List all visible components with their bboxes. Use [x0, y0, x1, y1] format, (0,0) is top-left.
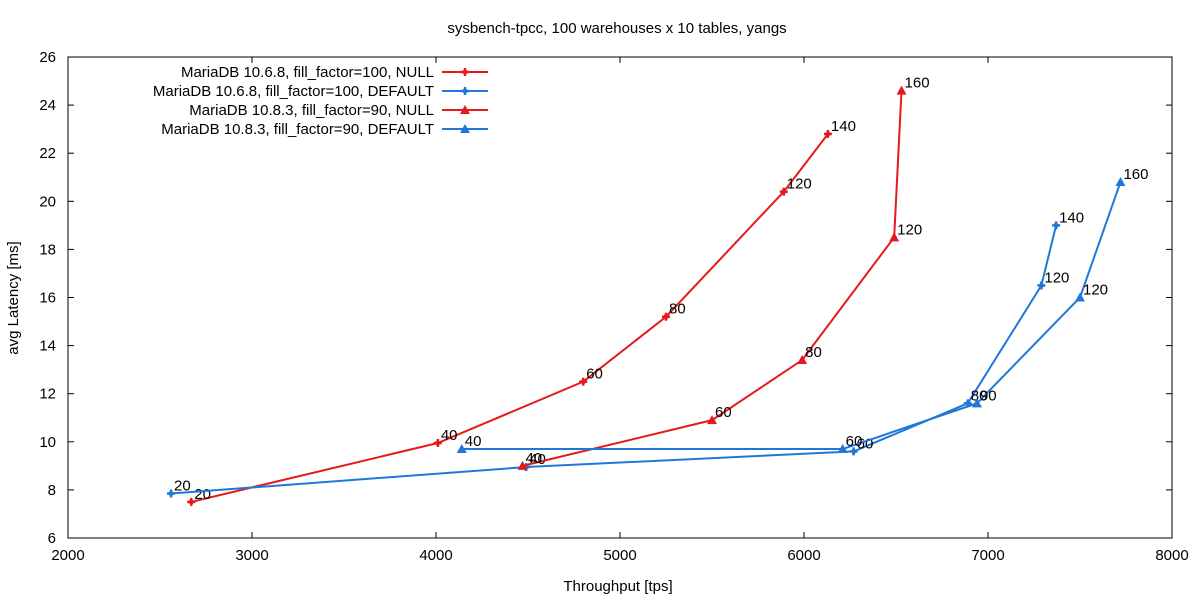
series-layer: 20 40 60 80 120 140 20 40 60 80 120 140 40 60 80 120 160… [167, 75, 1149, 506]
data-point [1075, 292, 1085, 302]
data-point [460, 124, 470, 133]
point-label: 40 [441, 427, 458, 444]
series-line [191, 133, 829, 503]
point-label: 120 [1044, 269, 1069, 286]
data-point [461, 68, 469, 76]
x-tick-label: 8000 [1155, 547, 1188, 564]
point-label: 60 [586, 366, 603, 383]
data-point [167, 489, 176, 498]
data-point [460, 105, 470, 114]
data-point [889, 232, 900, 242]
point-label: 60 [846, 433, 863, 450]
legend-label: MariaDB 10.8.3, fill_factor=90, NULL [189, 102, 434, 119]
point-label: 160 [1123, 166, 1148, 183]
series-2: 20 40 60 80 120 140 [167, 209, 1084, 498]
y-tick-label: 14 [39, 338, 56, 355]
data-point [837, 444, 848, 454]
y-tick-label: 18 [39, 241, 56, 258]
x-tick-label: 7000 [971, 547, 1004, 564]
legend-entry: MariaDB 10.8.3, fill_factor=90, DEFAULT [161, 121, 488, 138]
y-tick-label: 20 [39, 193, 56, 210]
x-tick-label: 3000 [235, 547, 268, 564]
point-label: 120 [787, 176, 812, 193]
legend: MariaDB 10.6.8, fill_factor=100, NULL Mar… [153, 64, 488, 138]
data-point [579, 377, 588, 386]
data-point [433, 439, 442, 448]
series-4: 40 60 90 120 160 [456, 166, 1149, 454]
point-label: 80 [669, 301, 686, 318]
series-1: 20 40 60 80 120 140 [187, 118, 856, 506]
point-label: 20 [174, 478, 191, 495]
data-point [971, 398, 982, 408]
series-line [170, 225, 1058, 495]
point-label: 20 [194, 486, 211, 503]
point-label: 60 [715, 404, 732, 421]
y-tick-label: 16 [39, 290, 56, 307]
data-point [456, 444, 467, 454]
point-label: 40 [465, 433, 482, 450]
legend-label: MariaDB 10.6.8, fill_factor=100, NULL [181, 64, 434, 81]
x-tick-label: 6000 [787, 547, 820, 564]
y-axis-title: avg Latency [ms] [5, 241, 22, 354]
data-point [823, 129, 832, 138]
y-tick-label: 10 [39, 434, 56, 451]
data-point [517, 460, 528, 470]
chart-title: sysbench-tpcc, 100 warehouses x 10 table… [447, 20, 786, 37]
data-point [461, 87, 469, 95]
y-tick-label: 8 [48, 482, 56, 499]
series-3: 40 60 80 120 160 [517, 75, 930, 470]
x-tick-label: 4000 [419, 547, 452, 564]
legend-label: MariaDB 10.8.3, fill_factor=90, DEFAULT [161, 121, 434, 138]
point-label: 90 [980, 387, 997, 404]
data-point [896, 85, 907, 95]
axis-ticks: 2000 3000 4000 5000 6000 7000 8000 6 8 10 12 14 16 18… [39, 49, 1188, 564]
data-point [797, 355, 808, 365]
data-point [849, 447, 858, 456]
point-label: 40 [525, 450, 542, 467]
data-point [1115, 177, 1126, 187]
point-label: 80 [805, 344, 822, 361]
point-label: 140 [1059, 209, 1084, 226]
data-point [779, 187, 788, 196]
y-tick-label: 12 [39, 386, 56, 403]
legend-entry: MariaDB 10.8.3, fill_factor=90, NULL [189, 102, 488, 119]
point-label: 120 [897, 221, 922, 238]
x-tick-label: 2000 [51, 547, 84, 564]
point-label: 120 [1083, 282, 1108, 299]
series-line [522, 90, 903, 467]
y-tick-label: 24 [39, 97, 56, 114]
point-label: 160 [905, 75, 930, 92]
data-point [1052, 221, 1061, 230]
point-label: 80 [971, 387, 988, 404]
x-tick-label: 5000 [603, 547, 636, 564]
legend-label: MariaDB 10.6.8, fill_factor=100, DEFAULT [153, 83, 434, 100]
data-point [187, 497, 196, 506]
legend-entry: MariaDB 10.6.8, fill_factor=100, DEFAULT [153, 83, 488, 100]
y-tick-label: 26 [39, 49, 56, 66]
data-point [707, 415, 717, 425]
y-tick-label: 22 [39, 145, 56, 162]
data-point [662, 312, 670, 321]
point-label: 140 [831, 118, 856, 135]
legend-entry: MariaDB 10.6.8, fill_factor=100, NULL [181, 64, 488, 81]
y-tick-label: 6 [48, 530, 56, 547]
x-axis-title: Throughput [tps] [563, 578, 672, 595]
data-point [1037, 281, 1046, 290]
